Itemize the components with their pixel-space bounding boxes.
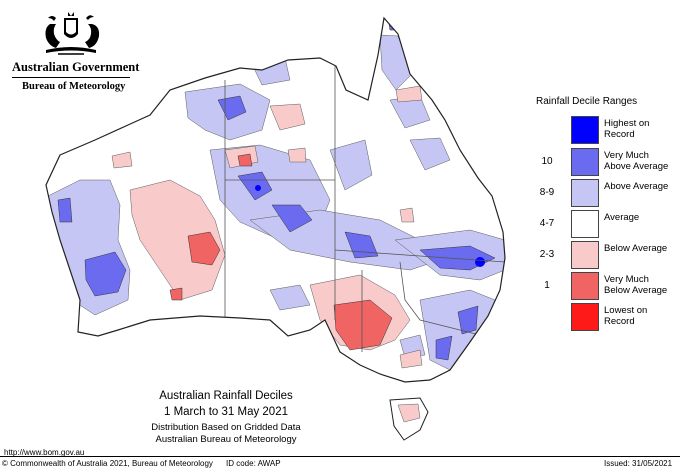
legend-decile-code: 10 [541,156,553,167]
map-basis: Distribution Based on Gridded Data [151,422,301,433]
legend-label: Lowest on Record [604,305,648,327]
legend-swatch [571,210,599,238]
legend-row: 10 Very Much Above Average [530,148,670,177]
legend-label: Very Much Below Average [604,274,668,296]
legend-label: Average [604,212,640,223]
legend-row: 8-9 Above Average [530,179,670,208]
bureau-name: Bureau of Meteorology [22,81,126,92]
legend-label: Below Average [604,243,668,254]
legend-row: 4-7 Average [530,210,670,239]
legend-decile-code: 8-9 [539,187,555,198]
legend-swatch [571,303,599,331]
legend-swatch [571,272,599,300]
government-name: Australian Government [12,60,140,74]
legend-decile-code: 1 [544,280,550,291]
legend-swatch [571,148,599,176]
legend-swatch [571,116,599,144]
legend-row: Highest on Record [530,116,670,145]
legend-label: Above Average [604,181,669,192]
legend-swatch [571,179,599,207]
map-period: 1 March to 31 May 2021 [163,406,288,418]
legend-row: 1 Very Much Below Average [530,272,670,301]
footer-divider [0,456,680,457]
legend-row: Lowest on Record [530,303,670,332]
copyright-text: © Commonwealth of Australia 2021, Bureau… [2,459,213,468]
legend-label: Very Much Above Average [604,150,669,172]
coat-of-arms-icon [45,12,100,55]
id-code: ID code: AWAP [226,459,281,468]
legend-decile-code: 2-3 [539,249,555,260]
legend-title: Rainfall Decile Ranges [536,96,638,107]
bom-url-link[interactable]: http://www.bom.gov.au [4,448,85,457]
legend-label: Highest on Record [604,118,650,140]
map-title: Australian Rainfall Deciles [159,390,293,402]
legend-swatch [571,241,599,269]
legend-row: 2-3 Below Average [530,241,670,270]
legend-decile-code: 4-7 [539,218,555,229]
issued-date: Issued: 31/05/2021 [604,459,673,468]
header-divider [12,77,130,78]
map-source: Australian Bureau of Meteorology [155,434,297,445]
